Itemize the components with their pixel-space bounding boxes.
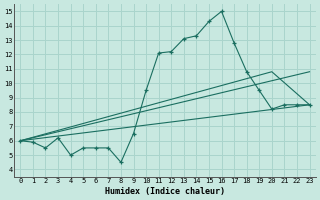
X-axis label: Humidex (Indice chaleur): Humidex (Indice chaleur) bbox=[105, 187, 225, 196]
